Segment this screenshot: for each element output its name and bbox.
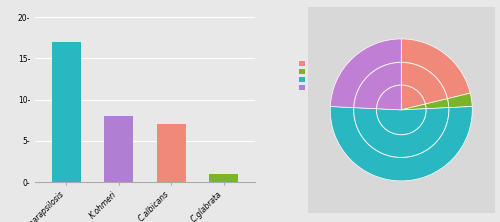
Bar [209,174,238,182]
Wedge shape [330,107,472,181]
Bar [52,42,81,182]
Wedge shape [401,93,472,110]
Wedge shape [330,39,402,110]
Bar [104,116,133,182]
Wedge shape [401,39,470,110]
Bar [157,124,186,182]
Legend: C.albicans, C.glabrata, C.parapsilosis, K.ohmeri: C.albicans, C.glabrata, C.parapsilosis, … [299,61,358,91]
